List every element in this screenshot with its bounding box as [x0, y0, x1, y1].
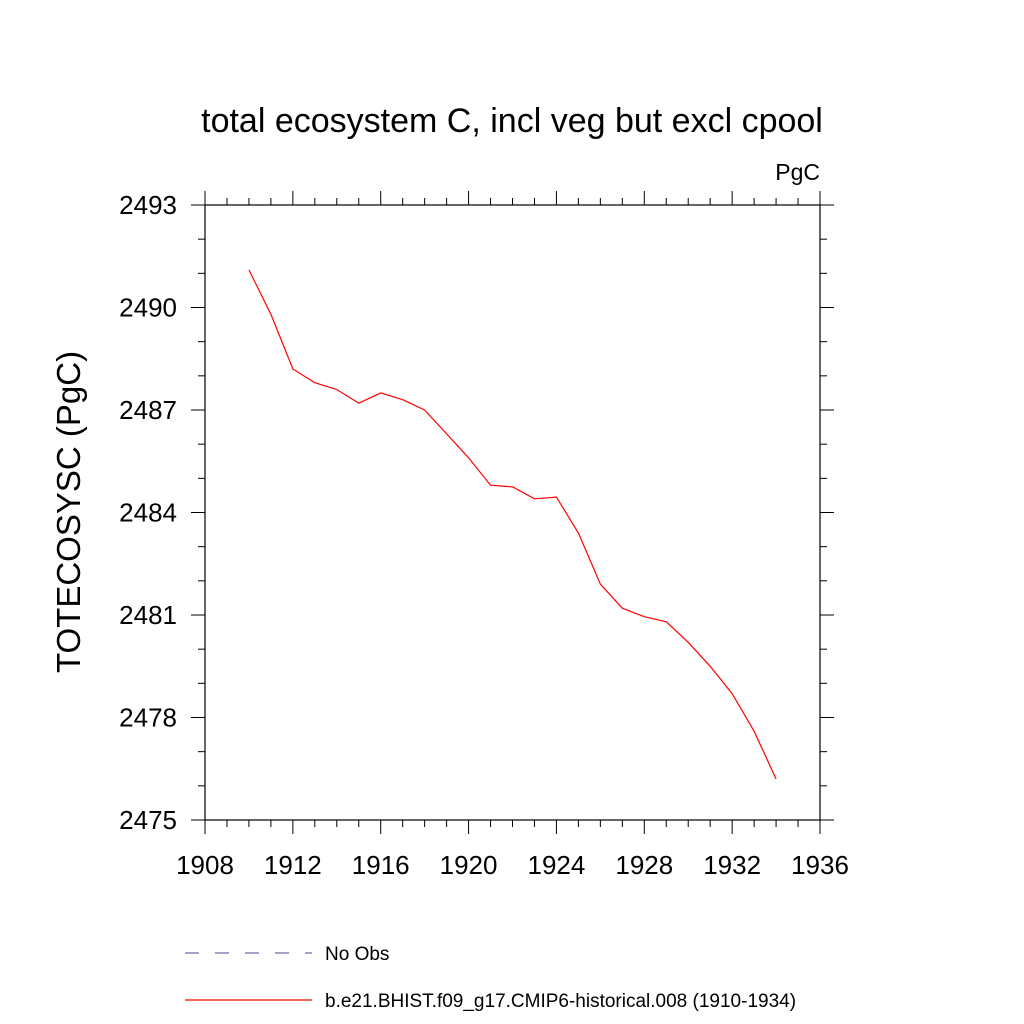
x-tick-label: 1912: [264, 850, 322, 880]
y-axis-label: TOTECOSYSC (PgC): [50, 351, 87, 673]
y-tick-label: 2490: [119, 293, 177, 323]
axes: 1908 1912 1916 1920 1924 1928 1932 1936 2475 2478…: [119, 190, 849, 880]
y-tick-label: 2487: [119, 395, 177, 425]
units-label: PgC: [775, 159, 820, 185]
chart-title: total ecosystem C, incl veg but excl cpo…: [201, 102, 823, 140]
series-group: [248, 269, 777, 780]
y-tick-label: 2475: [119, 805, 177, 835]
y-tick-label: 2478: [119, 703, 177, 733]
y-tick-label: 2493: [119, 190, 177, 220]
x-tick-label: 1924: [528, 850, 586, 880]
legend-label-0: No Obs: [325, 944, 389, 965]
series-line-0: [248, 269, 777, 780]
y-tick-label: 2481: [119, 600, 177, 630]
x-tick-label: 1928: [615, 850, 673, 880]
legend-label-1: b.e21.BHIST.f09_g17.CMIP6-historical.008…: [325, 991, 796, 1012]
x-tick-label: 1920: [440, 850, 498, 880]
y-tick-label: 2484: [119, 498, 177, 528]
x-tick-label: 1936: [791, 850, 849, 880]
plot-frame: [204, 204, 821, 821]
legend: No Obs b.e21.BHIST.f09_g17.CMIP6-historic…: [185, 944, 796, 1012]
x-tick-label: 1932: [703, 850, 761, 880]
x-tick-label: 1908: [176, 850, 234, 880]
x-tick-label: 1916: [352, 850, 410, 880]
